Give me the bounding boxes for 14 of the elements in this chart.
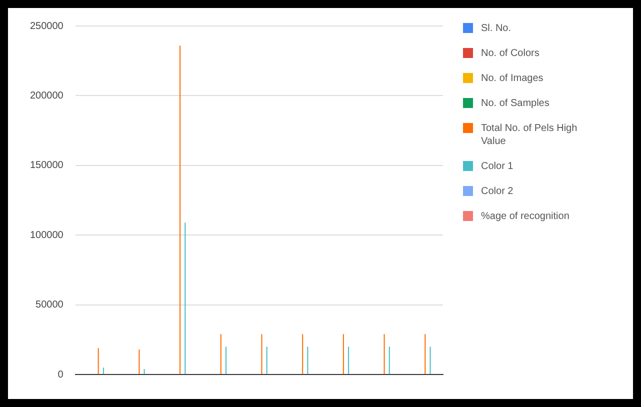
legend-label: No. of Colors xyxy=(481,47,540,60)
y-tick-label: 250000 xyxy=(30,20,64,32)
legend-label: Total No. of Pels High Value xyxy=(481,122,578,148)
y-tick-label: 50000 xyxy=(36,300,64,311)
legend-label: No. of Samples xyxy=(481,97,550,110)
legend-label: No. of Images xyxy=(481,72,544,85)
legend-label: Sl. No. xyxy=(481,22,512,35)
y-tick-label: 150000 xyxy=(30,160,64,172)
legend-label: Color 1 xyxy=(481,160,514,173)
y-tick-label: 100000 xyxy=(30,230,64,241)
legend-label: %age of recognition xyxy=(481,210,570,223)
y-tick-label: 0 xyxy=(58,369,64,380)
y-tick-label: 200000 xyxy=(30,90,64,102)
legend-label: Color 2 xyxy=(481,185,514,198)
